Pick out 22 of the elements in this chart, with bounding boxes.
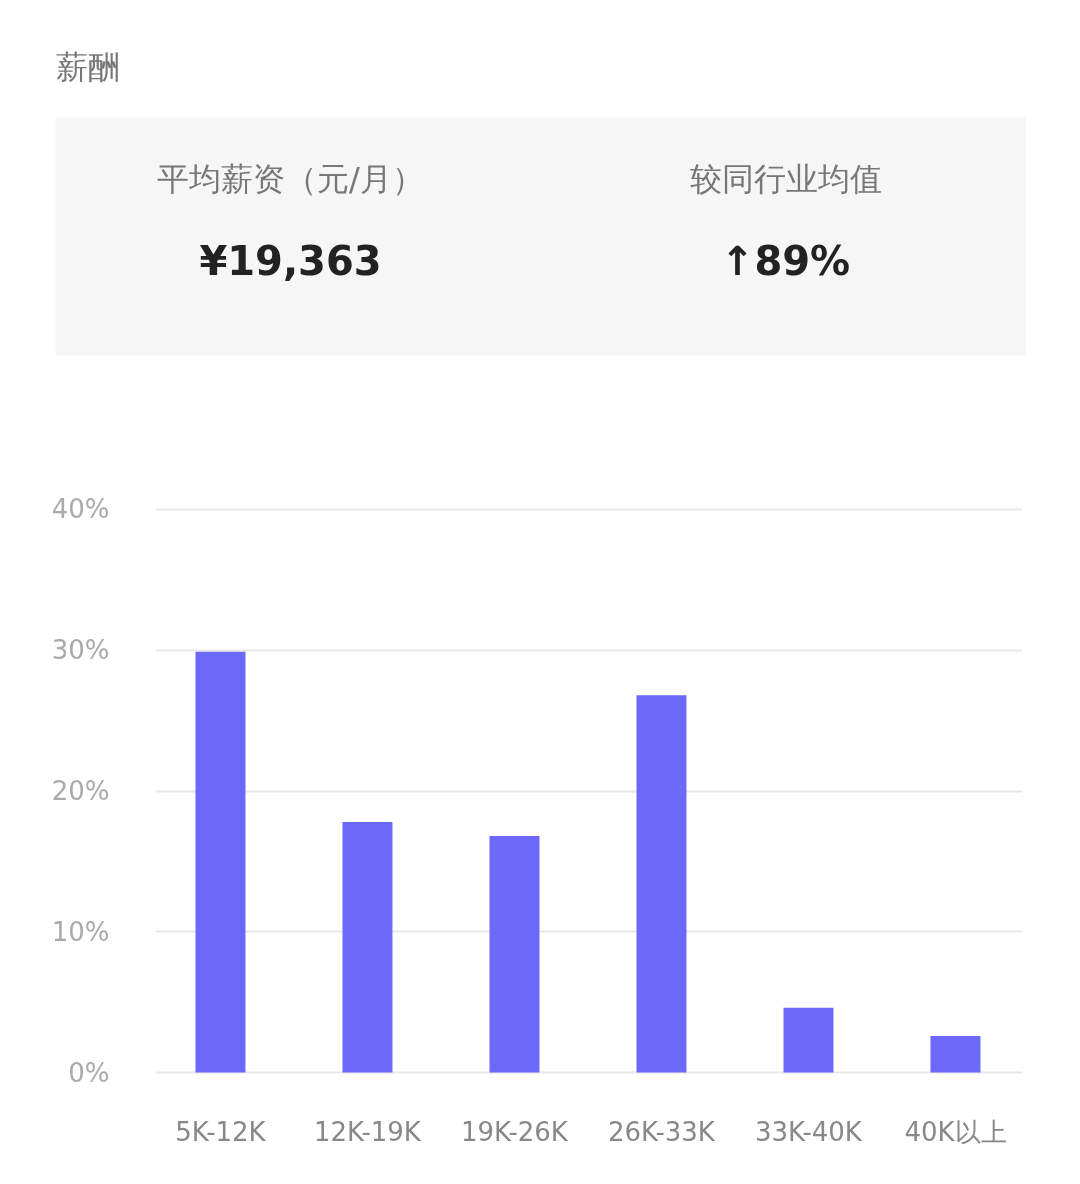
text: ↑89% bbox=[720, 237, 851, 284]
text: ¥19,363 bbox=[199, 237, 382, 284]
bar bbox=[489, 836, 540, 1073]
y-tick-label: 40% bbox=[51, 494, 110, 525]
bar bbox=[195, 651, 246, 1073]
bar bbox=[783, 1007, 834, 1073]
bar bbox=[930, 1035, 981, 1073]
x-tick-label: 5K-12K bbox=[175, 1116, 267, 1147]
x-tick-label: 26K-33K bbox=[608, 1116, 716, 1147]
text: 较同行业均值 bbox=[689, 159, 882, 198]
x-tick-label: 19K-26K bbox=[461, 1116, 569, 1147]
y-tick-label: 30% bbox=[51, 635, 110, 666]
text: 平均薪资（元/月） bbox=[157, 159, 424, 198]
y-tick-label: 10% bbox=[51, 916, 110, 947]
x-tick-label: 40K以上 bbox=[904, 1116, 1007, 1147]
x-tick-label: 12K-19K bbox=[314, 1116, 422, 1147]
y-tick-label: 0% bbox=[68, 1057, 110, 1088]
bar bbox=[636, 695, 687, 1073]
text: 薪酬 bbox=[55, 47, 120, 86]
y-tick-label: 20% bbox=[51, 776, 110, 806]
bar bbox=[342, 821, 393, 1073]
x-tick-label: 33K-40K bbox=[755, 1116, 863, 1147]
